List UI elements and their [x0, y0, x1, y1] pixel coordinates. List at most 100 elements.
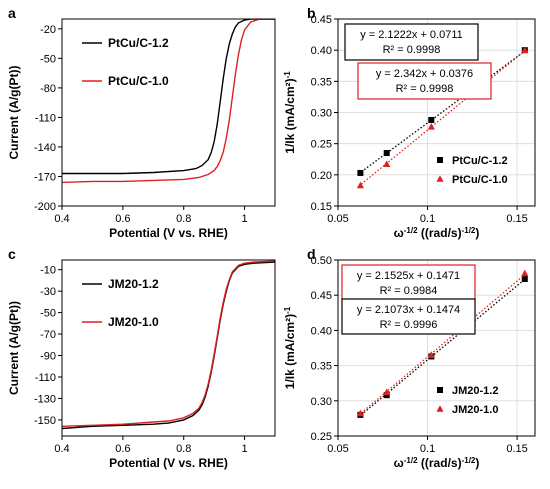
plot-area-d: [356, 269, 529, 418]
y-tick-label: -130: [34, 393, 56, 405]
r-squared-text: R² = 0.9996: [380, 319, 438, 331]
equation-box: [341, 264, 476, 301]
panel-label: c: [8, 246, 16, 262]
y-tick-label: -90: [40, 351, 56, 363]
legend-label: PtCu/C-1.0: [108, 74, 169, 88]
panel-c: c 0.4 0.6 0.8 1 -10 -30 -50 -70 -90 -110 -130 -150 Po…: [7, 246, 276, 470]
panel-label: b: [307, 5, 316, 21]
plot-frame: [337, 259, 536, 437]
legend-label: JM20-1.2: [108, 277, 159, 291]
x-tick-label: 0.05: [327, 213, 348, 225]
r-squared-text: R² = 0.9998: [383, 44, 441, 56]
legend-label: PtCu/C-1.2: [452, 155, 508, 167]
y-tick-label: 0.45: [311, 290, 332, 302]
x-axis-label: Potential (V vs. RHE): [109, 226, 228, 240]
y-tick-label: -50: [40, 53, 56, 65]
data-point: [356, 181, 364, 189]
y-tick-label: 0.40: [311, 45, 332, 57]
r-squared-text: R² = 0.9998: [396, 83, 454, 95]
panel-a: a 0.4 0.6 0.8 1 -20 -50 -80 -110 -140 -170 -200 Pote…: [7, 5, 276, 240]
plot-frame: [337, 18, 536, 207]
series-line-1: [62, 19, 275, 175]
x-tick-label: 0.05: [327, 443, 348, 455]
y-tick-label: -30: [40, 286, 56, 298]
y-tick-label: 0.40: [311, 325, 332, 337]
equation-text: y = 2.1073x + 0.1474: [357, 304, 460, 316]
panel-d: d 0.05 0.1 0.15 0.25 0.30 0.35 0.40 0.45 0.50 ω-1/…: [283, 246, 536, 470]
x-tick-label: 0.4: [54, 443, 69, 455]
equation-text: y = 2.1222x + 0.0711: [360, 29, 463, 41]
data-point: [383, 388, 391, 396]
data-point: [357, 169, 364, 176]
y-axis-label: 1/Ik (mA/cm²)-1: [283, 71, 298, 154]
x-tick-label: 0.1: [420, 443, 435, 455]
y-tick-label: -80: [40, 83, 56, 95]
equation-text: y = 2.342x + 0.0376: [376, 68, 473, 80]
legend-label: PtCu/C-1.0: [452, 174, 508, 186]
y-tick-label: -110: [35, 372, 56, 384]
data-point: [428, 116, 435, 123]
x-tick-label: 0.4: [54, 213, 69, 225]
x-axis-label: Potential (V vs. RHE): [109, 456, 228, 470]
y-axis-label: Current (A/g(Pt)): [7, 66, 21, 160]
plot-area-a: [62, 19, 275, 184]
legend-label: JM20-1.0: [452, 404, 498, 416]
plot-frame: [61, 259, 276, 437]
y-tick-label: -110: [35, 112, 56, 124]
series-line-2: [62, 260, 275, 427]
equation-text: y = 2.1525x + 0.1471: [357, 270, 460, 282]
legend-marker: [436, 175, 444, 182]
data-point: [427, 123, 435, 130]
y-tick-label: -50: [40, 308, 56, 320]
x-tick-label: 0.6: [115, 443, 130, 455]
y-tick-label: -200: [34, 201, 56, 213]
y-axis-label: Current (A/g(Pt)): [7, 301, 21, 395]
legend-label: JM20-1.2: [452, 385, 498, 397]
y-tick-label: -70: [40, 329, 56, 341]
x-tick-label: 1: [242, 443, 248, 455]
data-point: [383, 150, 390, 157]
x-tick-label: 0.15: [506, 213, 527, 225]
y-tick-label: 0.35: [311, 361, 332, 373]
y-tick-label: 0.20: [311, 170, 332, 182]
y-tick-label: -170: [34, 171, 56, 183]
data-point: [427, 351, 435, 358]
data-point: [521, 276, 528, 283]
legend-marker: [437, 387, 443, 393]
data-point: [356, 409, 364, 417]
equation-box: [344, 23, 479, 61]
y-tick-label: -20: [40, 24, 56, 36]
x-tick-label: 1: [242, 213, 248, 225]
y-tick-label: -140: [34, 142, 56, 154]
y-tick-label: 0.45: [311, 14, 332, 26]
data-point: [521, 46, 529, 53]
panel-label: d: [307, 246, 316, 262]
y-axis-label: 1/Ik (mA/cm²)-1: [283, 306, 298, 389]
series-line-2: [62, 19, 275, 184]
x-tick-label: 0.1: [420, 213, 435, 225]
y-tick-label: 0.30: [311, 396, 332, 408]
y-tick-label: 0.50: [311, 255, 332, 267]
y-tick-label: -10: [40, 265, 56, 277]
legend-label: JM20-1.0: [108, 315, 159, 329]
plot-area-b: [356, 46, 529, 189]
plot-frame: [61, 18, 276, 207]
y-tick-label: 0.35: [311, 76, 332, 88]
equation-box: [357, 62, 492, 100]
equation-box: [341, 298, 476, 335]
x-axis-label: ω-1/2 ((rad/s)-1/2): [394, 226, 480, 241]
series-line-1: [62, 261, 275, 430]
x-tick-label: 0.8: [176, 213, 191, 225]
data-point: [383, 160, 391, 168]
y-tick-label: 0.30: [311, 108, 332, 120]
fit-line-2: [358, 273, 527, 416]
y-tick-label: 0.15: [311, 201, 332, 213]
panel-label: a: [8, 5, 16, 21]
panel-b: b 0.05 0.1 0.15 0.15 0.20 0.25 0.30 0.35 0.40 0.45…: [283, 5, 536, 240]
x-tick-label: 0.8: [176, 443, 191, 455]
r-squared-text: R² = 0.9984: [380, 285, 438, 297]
legend-marker: [437, 157, 443, 163]
data-point: [383, 392, 390, 399]
x-tick-label: 0.15: [506, 443, 527, 455]
